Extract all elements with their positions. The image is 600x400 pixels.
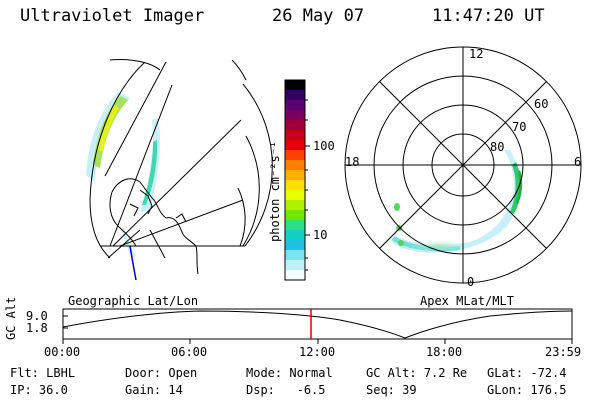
info-seq: Seq: 39 xyxy=(366,383,417,397)
colorbar-segment xyxy=(285,80,305,91)
colorbar-segment xyxy=(285,120,305,131)
colorbar xyxy=(284,79,310,281)
mlat-label-80: 80 xyxy=(490,140,505,154)
colorbar-unit-label: photon cm⁻²s⁻¹ xyxy=(268,140,282,242)
colorbar-segment xyxy=(285,170,305,181)
colorbar-segment xyxy=(285,160,305,171)
mlt-label-0: 0 xyxy=(467,275,475,289)
colorbar-segment xyxy=(285,260,305,271)
geo-map xyxy=(86,59,273,281)
geo-panel-caption: Geographic Lat/Lon xyxy=(68,294,199,308)
mlat-label-60: 60 xyxy=(534,97,549,111)
time-tick-1200: 12:00 xyxy=(299,345,336,359)
mlt-label-12: 12 xyxy=(469,47,484,61)
info-ip: IP: 36.0 xyxy=(10,383,68,397)
date-label: 26 May 07 xyxy=(272,6,365,26)
time-label: 11:47:20 UT xyxy=(432,6,545,26)
colorbar-segment xyxy=(285,140,305,151)
colorbar-segment xyxy=(285,270,305,281)
colorbar-tick-10: 10 xyxy=(313,228,328,242)
info-door: Door: Open xyxy=(125,366,198,380)
geo-aurora xyxy=(86,92,160,258)
colorbar-segment xyxy=(285,180,305,191)
colorbar-segment xyxy=(285,110,305,121)
info-glon: GLon: 176.5 xyxy=(487,383,567,397)
time-tick-0600: 06:00 xyxy=(171,345,208,359)
altitude-tick-min: 1.8 xyxy=(26,321,48,335)
altitude-axis-label: GC Alt xyxy=(4,296,18,340)
colorbar-segment xyxy=(285,100,305,111)
colorbar-segment xyxy=(285,250,305,261)
colorbar-segment xyxy=(285,190,305,201)
info-flt: Flt: LBHL xyxy=(10,366,76,380)
polar-map xyxy=(344,46,582,284)
altitude-tick-max: 9.0 xyxy=(26,309,48,323)
info-mode: Mode: Normal xyxy=(246,366,333,380)
colorbar-segment xyxy=(285,150,305,161)
colorbar-segment xyxy=(285,200,305,211)
colorbar-segment xyxy=(285,230,305,241)
colorbar-segment xyxy=(285,130,305,141)
time-tick-2359: 23:59 xyxy=(545,345,582,359)
polar-panel-caption: Apex MLat/MLT xyxy=(420,294,514,308)
colorbar-segment xyxy=(285,210,305,221)
mlat-label-70: 70 xyxy=(512,120,527,134)
mlt-label-6: 6 xyxy=(574,155,582,169)
colorbar-segment xyxy=(285,90,305,101)
colorbar-segment xyxy=(285,220,305,231)
time-tick-1800: 18:00 xyxy=(426,345,463,359)
altitude-plot xyxy=(62,308,573,344)
info-gc-alt: GC Alt: 7.2 Re xyxy=(366,366,468,380)
time-tick-0000: 00:00 xyxy=(44,345,81,359)
info-dsp: Dsp: -6.5 xyxy=(246,383,326,397)
colorbar-segment xyxy=(285,240,305,251)
colorbar-tick-100: 100 xyxy=(313,139,335,153)
info-gain: Gain: 14 xyxy=(125,383,183,397)
mlt-label-18: 18 xyxy=(345,155,360,169)
instrument-title: Ultraviolet Imager xyxy=(20,6,205,26)
info-glat: GLat: -72.4 xyxy=(487,366,567,380)
